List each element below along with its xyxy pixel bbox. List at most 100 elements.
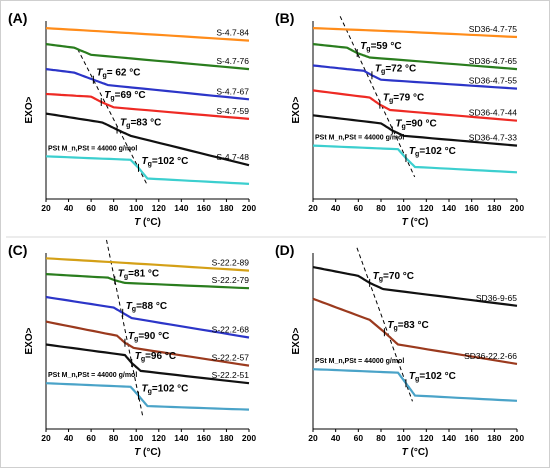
tg-label: Tg=83 °C <box>387 320 428 332</box>
panel-3: (D) 20 40 60 80 100 120 140 160 180 200 T (°C) EXO> S… <box>275 242 524 458</box>
panel-1: (B) 20 40 60 80 100 120 140 160 180 200 T (°C) EXO> S… <box>275 10 524 228</box>
tg-label: Tg=69 °C <box>104 90 145 102</box>
x-tick-label: 140 <box>174 203 188 213</box>
x-tick-label: 160 <box>465 203 479 213</box>
series-label: S-4.7-84 <box>216 28 249 38</box>
x-tick-label: 100 <box>129 203 143 213</box>
tg-trend-line <box>77 48 148 184</box>
x-tick-label: 100 <box>397 203 411 213</box>
y-axis-label: EXO> <box>24 327 35 354</box>
x-axis-label: T (°C) <box>134 447 161 458</box>
x-tick-label: 60 <box>354 433 364 443</box>
x-tick-label: 120 <box>419 433 433 443</box>
y-axis-label: EXO> <box>24 96 35 123</box>
x-tick-label: 80 <box>109 203 119 213</box>
series-label: S-4.7-48 <box>216 152 249 162</box>
y-axis-label: EXO> <box>291 96 302 123</box>
panel-label: (C) <box>8 242 27 258</box>
x-tick-label: 160 <box>197 433 211 443</box>
x-tick-label: 120 <box>419 203 433 213</box>
tg-label: Tg=96 °C <box>135 351 176 363</box>
panel-label: (D) <box>275 242 294 258</box>
tg-label: Tg= 62 °C <box>96 68 140 80</box>
panel-2: (C) 20 40 60 80 100 120 140 160 180 200 T (°C) EXO> S… <box>8 239 256 458</box>
tg-label: Tg=102 °C <box>141 384 188 396</box>
reference-annotation: PSt M_n,PSt = 44000 g/mol <box>315 358 404 365</box>
tg-label: Tg=79 °C <box>383 93 424 105</box>
series-line <box>45 27 250 42</box>
tg-label: Tg=90 °C <box>395 118 436 130</box>
x-tick-label: 40 <box>331 203 341 213</box>
series-line <box>45 257 250 272</box>
series-label: SD36-22.2-66 <box>464 351 517 361</box>
x-tick-label: 180 <box>219 203 233 213</box>
tg-label: Tg=102 °C <box>141 156 188 168</box>
x-tick-label: 60 <box>86 433 96 443</box>
x-tick-label: 60 <box>86 203 96 213</box>
x-tick-label: 20 <box>308 203 318 213</box>
x-tick-label: 200 <box>510 433 524 443</box>
series-label: S-4.7-76 <box>216 56 249 66</box>
series-line <box>312 27 518 39</box>
x-tick-label: 40 <box>64 203 74 213</box>
x-tick-label: 60 <box>354 203 364 213</box>
x-tick-label: 20 <box>308 433 318 443</box>
x-tick-label: 140 <box>174 433 188 443</box>
x-tick-label: 80 <box>376 203 386 213</box>
reference-annotation: PSt M_n,PSt = 44000 g/mol <box>315 135 404 142</box>
series-label: S-22.2-57 <box>212 353 250 363</box>
x-tick-label: 200 <box>242 433 256 443</box>
x-tick-label: 200 <box>510 203 524 213</box>
x-tick-label: 140 <box>442 203 456 213</box>
x-tick-label: 200 <box>242 203 256 213</box>
panel-label: (B) <box>275 10 294 26</box>
panel-label: (A) <box>8 10 27 26</box>
x-tick-label: 40 <box>331 433 341 443</box>
panel-0: (A) 20 40 60 80 100 120 140 160 180 200 T (°C) EXO> S… <box>8 10 256 228</box>
x-tick-label: 20 <box>41 203 51 213</box>
series-label: S-22.2-68 <box>212 324 250 334</box>
x-tick-label: 120 <box>152 203 166 213</box>
x-axis-label: T (°C) <box>402 447 429 458</box>
series-label: SD36-4.7-44 <box>469 108 517 118</box>
series-label: SD36-9-65 <box>476 293 517 303</box>
x-tick-label: 100 <box>397 433 411 443</box>
x-tick-label: 120 <box>152 433 166 443</box>
series-label: SD36-4.7-65 <box>469 56 517 66</box>
tg-trend-line <box>339 16 416 178</box>
series-label: S-22.2-89 <box>212 258 250 268</box>
series-label: S-4.7-67 <box>216 86 249 96</box>
x-tick-label: 80 <box>109 433 119 443</box>
y-axis-label: EXO> <box>291 327 302 354</box>
series-line <box>45 43 250 71</box>
tg-label: Tg=81 °C <box>118 268 159 280</box>
tg-label: Tg=102 °C <box>409 371 456 383</box>
x-axis-label: T (°C) <box>134 217 161 228</box>
x-tick-label: 180 <box>487 203 501 213</box>
series-label: SD36-4.7-33 <box>469 133 517 143</box>
series-label: SD36-4.7-75 <box>469 24 517 34</box>
x-axis-label: T (°C) <box>402 217 429 228</box>
tg-trend-line <box>106 239 144 417</box>
x-tick-label: 180 <box>487 433 501 443</box>
series-label: SD36-4.7-55 <box>469 76 517 86</box>
x-tick-label: 160 <box>465 433 479 443</box>
tg-label: Tg=70 °C <box>373 271 414 283</box>
series-label: S-22.2-79 <box>212 275 250 285</box>
tg-trend-line <box>356 247 413 402</box>
x-tick-label: 40 <box>64 433 74 443</box>
series-label: S-4.7-59 <box>216 106 249 116</box>
tg-label: Tg=72 °C <box>375 63 416 75</box>
x-tick-label: 160 <box>197 203 211 213</box>
reference-annotation: PSt M_n,PSt = 44000 g/mol <box>48 145 137 152</box>
x-tick-label: 100 <box>129 433 143 443</box>
tg-label: Tg=102 °C <box>409 146 456 158</box>
x-tick-label: 20 <box>41 433 51 443</box>
tg-label: Tg=83 °C <box>120 118 161 130</box>
x-tick-label: 80 <box>376 433 386 443</box>
tg-label: Tg=90 °C <box>128 331 169 343</box>
tg-label: Tg=59 °C <box>360 41 401 53</box>
series-label: S-22.2-51 <box>212 370 250 380</box>
